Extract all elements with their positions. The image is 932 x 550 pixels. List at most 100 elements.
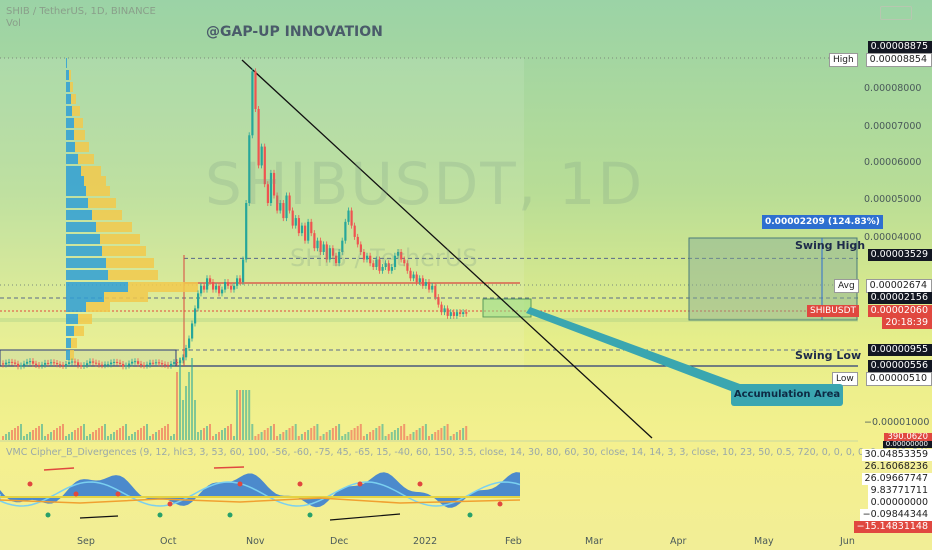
volume-bar	[179, 358, 181, 440]
candle-body	[322, 244, 325, 252]
volume-bar	[421, 426, 424, 440]
volume-bar	[131, 434, 133, 440]
volume-bar	[65, 436, 67, 440]
candle-body	[291, 210, 294, 226]
volume-profile-bar	[66, 258, 106, 268]
candle-body	[378, 259, 381, 271]
candle-body	[29, 361, 32, 363]
candle-body	[173, 362, 176, 364]
volume-bar	[350, 430, 353, 440]
price-tick: 0.00008000	[864, 83, 922, 94]
candle-body	[459, 312, 462, 315]
volume-bar	[366, 434, 368, 440]
author-tag: @GAP-UP INNOVATION	[206, 24, 383, 40]
volume-bar	[185, 386, 187, 440]
candle-body	[403, 259, 406, 264]
volume-bar	[239, 390, 241, 440]
candle-body	[149, 362, 152, 365]
volume-bar	[110, 434, 112, 440]
volume-profile-bar	[84, 176, 106, 186]
candle-body	[297, 218, 300, 234]
candle-body	[101, 364, 104, 366]
volume-profile-bar	[78, 314, 92, 324]
candle-body	[164, 364, 167, 366]
divergence-line	[213, 466, 245, 469]
volume-bar	[146, 424, 148, 440]
osc-label: −0.09844344	[859, 509, 932, 521]
candle-body	[328, 248, 331, 260]
measure-label: 0.00002209 (124.83%)	[762, 215, 883, 229]
volume-bar	[200, 430, 202, 440]
volume-bar	[41, 424, 43, 440]
volume-profile-bar	[66, 130, 74, 140]
volume-bar	[8, 432, 10, 440]
volume-bar	[331, 428, 334, 440]
price-tick: 0.00004000	[864, 232, 922, 243]
volume-bar	[300, 434, 303, 440]
volume-bar	[170, 436, 172, 440]
wave-area	[0, 472, 520, 508]
volume-bar	[378, 426, 381, 440]
volume-bar	[197, 432, 199, 440]
candle-body	[257, 108, 260, 166]
volume-bar	[113, 432, 115, 440]
candle-body	[122, 363, 125, 367]
volume-profile-bar	[96, 222, 132, 232]
candle-body	[224, 282, 227, 290]
volume-bar	[209, 424, 211, 440]
accumulation-arrow	[526, 307, 740, 393]
volume-bar	[369, 432, 372, 440]
volume-bar	[440, 428, 443, 440]
volume-bar	[387, 434, 390, 440]
signal-dot	[167, 501, 173, 507]
volume-bar	[53, 430, 55, 440]
candle-body	[80, 365, 83, 367]
candle-body	[366, 255, 369, 260]
candle-body	[74, 361, 77, 363]
candle-body	[387, 263, 390, 271]
volume-bar	[428, 436, 430, 440]
candle-body	[35, 363, 38, 365]
volume-profile-bar	[81, 166, 101, 176]
candle-body	[465, 312, 468, 314]
candle-body	[412, 274, 415, 279]
candle-body	[390, 267, 393, 271]
volume-bar	[17, 426, 19, 440]
candle-body	[434, 285, 437, 298]
volume-profile-bar	[66, 176, 84, 186]
volume-bar	[294, 424, 297, 440]
candle-body	[56, 362, 59, 365]
volume-bar	[92, 432, 94, 440]
candle-body	[92, 361, 95, 363]
volume-bar	[107, 436, 109, 440]
time-tick: May	[754, 536, 774, 547]
volume-bar	[269, 426, 272, 440]
symbol-tag: SHIBUSDT	[807, 305, 860, 317]
divergence-line	[79, 515, 119, 519]
volume-bar	[101, 426, 103, 440]
volume-bar	[322, 434, 325, 440]
candle-body	[455, 312, 459, 316]
candle-body	[325, 244, 328, 260]
candle-body	[462, 312, 465, 315]
candle-body	[418, 278, 421, 283]
volume-profile-bar	[66, 282, 128, 292]
candle-body	[393, 255, 397, 268]
volume-profile-bar	[128, 282, 198, 292]
price-tick: −0.00001000	[864, 417, 930, 428]
volume-bar	[155, 432, 157, 440]
price-label-avg: 0.00002674	[865, 279, 932, 293]
volume-bar	[32, 430, 34, 440]
volume-bar	[248, 390, 251, 440]
volume-profile-bar	[72, 106, 80, 116]
candle-body	[140, 363, 143, 366]
candle-body	[17, 363, 20, 367]
chart-settings-button[interactable]	[880, 6, 912, 20]
volume-profile-bar	[66, 58, 67, 68]
signal-dot	[307, 512, 313, 518]
candle-body	[273, 172, 276, 196]
volume-bar	[344, 434, 347, 440]
price-tick: 0.00006000	[864, 157, 922, 168]
